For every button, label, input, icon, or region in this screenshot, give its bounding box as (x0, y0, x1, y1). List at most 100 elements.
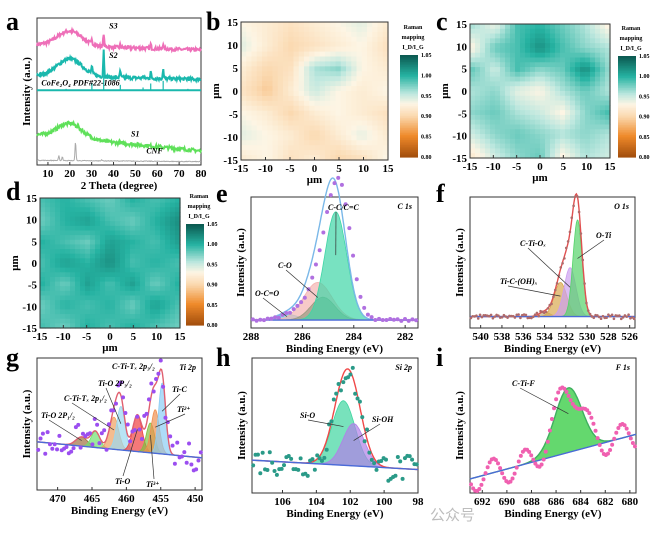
heatmap-cell (330, 71, 337, 77)
heatmap-cell (70, 318, 76, 324)
heatmap-cell (565, 100, 571, 106)
heatmap-cell (80, 286, 86, 292)
heatmap-cell (256, 105, 263, 112)
colorbar-segment (618, 57, 636, 60)
heatmap-cell (330, 135, 337, 141)
heatmap-cell (298, 95, 305, 102)
heatmap-cell (325, 22, 331, 28)
annotation-arrow (353, 423, 381, 441)
heatmap-cell (325, 100, 331, 107)
heatmap-cell (110, 249, 116, 255)
heatmap-cell (241, 81, 247, 87)
heatmap-cell (165, 225, 171, 232)
heatmap-cell (55, 272, 61, 278)
heatmap-cell (480, 138, 486, 145)
heatmap-cell (125, 230, 131, 236)
heatmap-cell (140, 309, 146, 315)
heatmap-cell (304, 31, 310, 38)
heatmap-cell (555, 119, 561, 126)
heatmap-cell (105, 276, 111, 283)
heatmap-cell (590, 143, 596, 150)
heatmap-cell (535, 47, 541, 54)
colorbar-segment (618, 101, 636, 104)
heatmap-cell (475, 95, 481, 102)
heatmap-cell (319, 71, 326, 77)
heatmap-cell (90, 230, 96, 236)
heatmap-cell (340, 140, 347, 146)
heatmap-cell (70, 290, 76, 297)
heatmap-cell (95, 286, 101, 292)
heatmap-cell (293, 100, 300, 107)
heatmap-cell (605, 119, 611, 126)
heatmap-cell (85, 225, 91, 232)
heatmap-cell (595, 114, 601, 121)
heatmap-cell (60, 230, 66, 236)
heatmap-cell (367, 86, 373, 92)
heatmap-cell (283, 76, 289, 82)
x-tick-label: 465 (84, 493, 101, 505)
heatmap-cell (277, 100, 284, 107)
heatmap-cell (100, 304, 106, 311)
heatmap-cell (575, 114, 581, 121)
heatmap-cell (361, 140, 368, 146)
heatmap-cell (505, 153, 511, 159)
heatmap-cell (510, 81, 516, 87)
heatmap-cell (130, 239, 136, 246)
data-point (149, 381, 154, 386)
heatmap-cell (377, 140, 384, 146)
heatmap-cell (570, 153, 576, 159)
heatmap-cell (367, 81, 373, 87)
heatmap-cell (283, 120, 289, 127)
heatmap-cell (115, 211, 121, 218)
heatmap-cell (346, 71, 352, 77)
heatmap-cell (110, 314, 116, 320)
heatmap-cell (60, 309, 66, 315)
heatmap-cell (361, 105, 368, 112)
data-point (319, 458, 324, 463)
x-tick-label: 15 (383, 163, 395, 175)
heatmap-cell (105, 235, 111, 241)
heatmap-cell (585, 28, 591, 35)
heatmap-cell (298, 51, 305, 58)
y-tick-label: 15 (227, 17, 239, 29)
heatmap-cell (50, 309, 56, 315)
heatmap-cell (304, 61, 310, 67)
heatmap-cell (125, 198, 131, 204)
heatmap-cell (256, 81, 263, 87)
heatmap-cell (100, 225, 106, 232)
heatmap-cell (251, 81, 258, 87)
heatmap-cell (346, 86, 352, 92)
heatmap-cell (330, 125, 337, 132)
heatmap-cell (95, 235, 101, 241)
heatmap-cell (600, 43, 606, 49)
heatmap-cell (520, 33, 526, 39)
annotation-arrow (307, 419, 344, 427)
heatmap-cell (120, 267, 126, 273)
heatmap-cell (145, 323, 151, 329)
heatmap-cell (335, 125, 342, 132)
annotation-arrow (161, 393, 181, 412)
heatmap-cell (535, 67, 541, 73)
heatmap-cell (530, 52, 536, 59)
heatmap-cell (340, 66, 347, 72)
data-point (500, 471, 505, 476)
heatmap-cell (475, 134, 481, 140)
heatmap-cell (500, 81, 506, 87)
annotation-arrow (150, 434, 155, 480)
heatmap-cell (241, 41, 247, 48)
heatmap-cell (495, 71, 501, 78)
heatmap-cell (55, 281, 61, 287)
colorbar-title: mapping (402, 35, 425, 41)
data-point (605, 451, 610, 456)
heatmap-cell (356, 115, 363, 122)
heatmap-cell (125, 211, 131, 218)
data-point (630, 316, 634, 319)
colorbar-segment (400, 55, 418, 58)
heatmap-cell (510, 124, 516, 130)
x-tick-label: 688 (523, 496, 540, 508)
heatmap-cell (65, 323, 71, 329)
data-point (550, 302, 553, 306)
heatmap-cell (262, 81, 268, 87)
heatmap-cell (60, 244, 66, 250)
heatmap-cell (525, 119, 531, 126)
